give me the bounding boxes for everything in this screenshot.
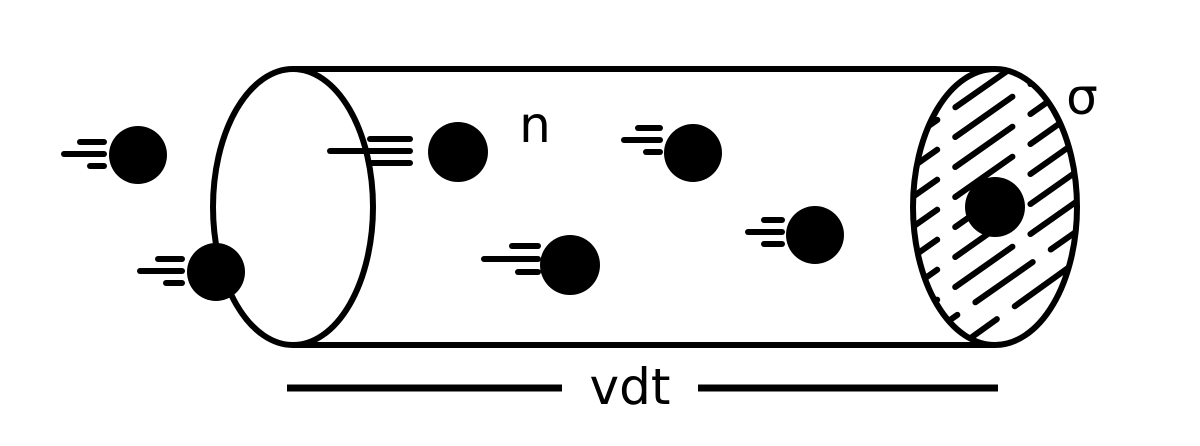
- particle: [786, 206, 844, 264]
- particles: [109, 122, 1025, 301]
- length-label: vdt: [590, 358, 671, 416]
- particle: [965, 177, 1025, 237]
- particle: [664, 124, 722, 182]
- particle: [187, 243, 245, 301]
- particle: [428, 122, 488, 182]
- cylinder: [210, 66, 1080, 348]
- particle: [109, 126, 167, 184]
- cross-section-label: σ: [1066, 68, 1098, 126]
- particle: [540, 235, 600, 295]
- motion-lines: [61, 125, 785, 286]
- density-label: n: [519, 96, 551, 154]
